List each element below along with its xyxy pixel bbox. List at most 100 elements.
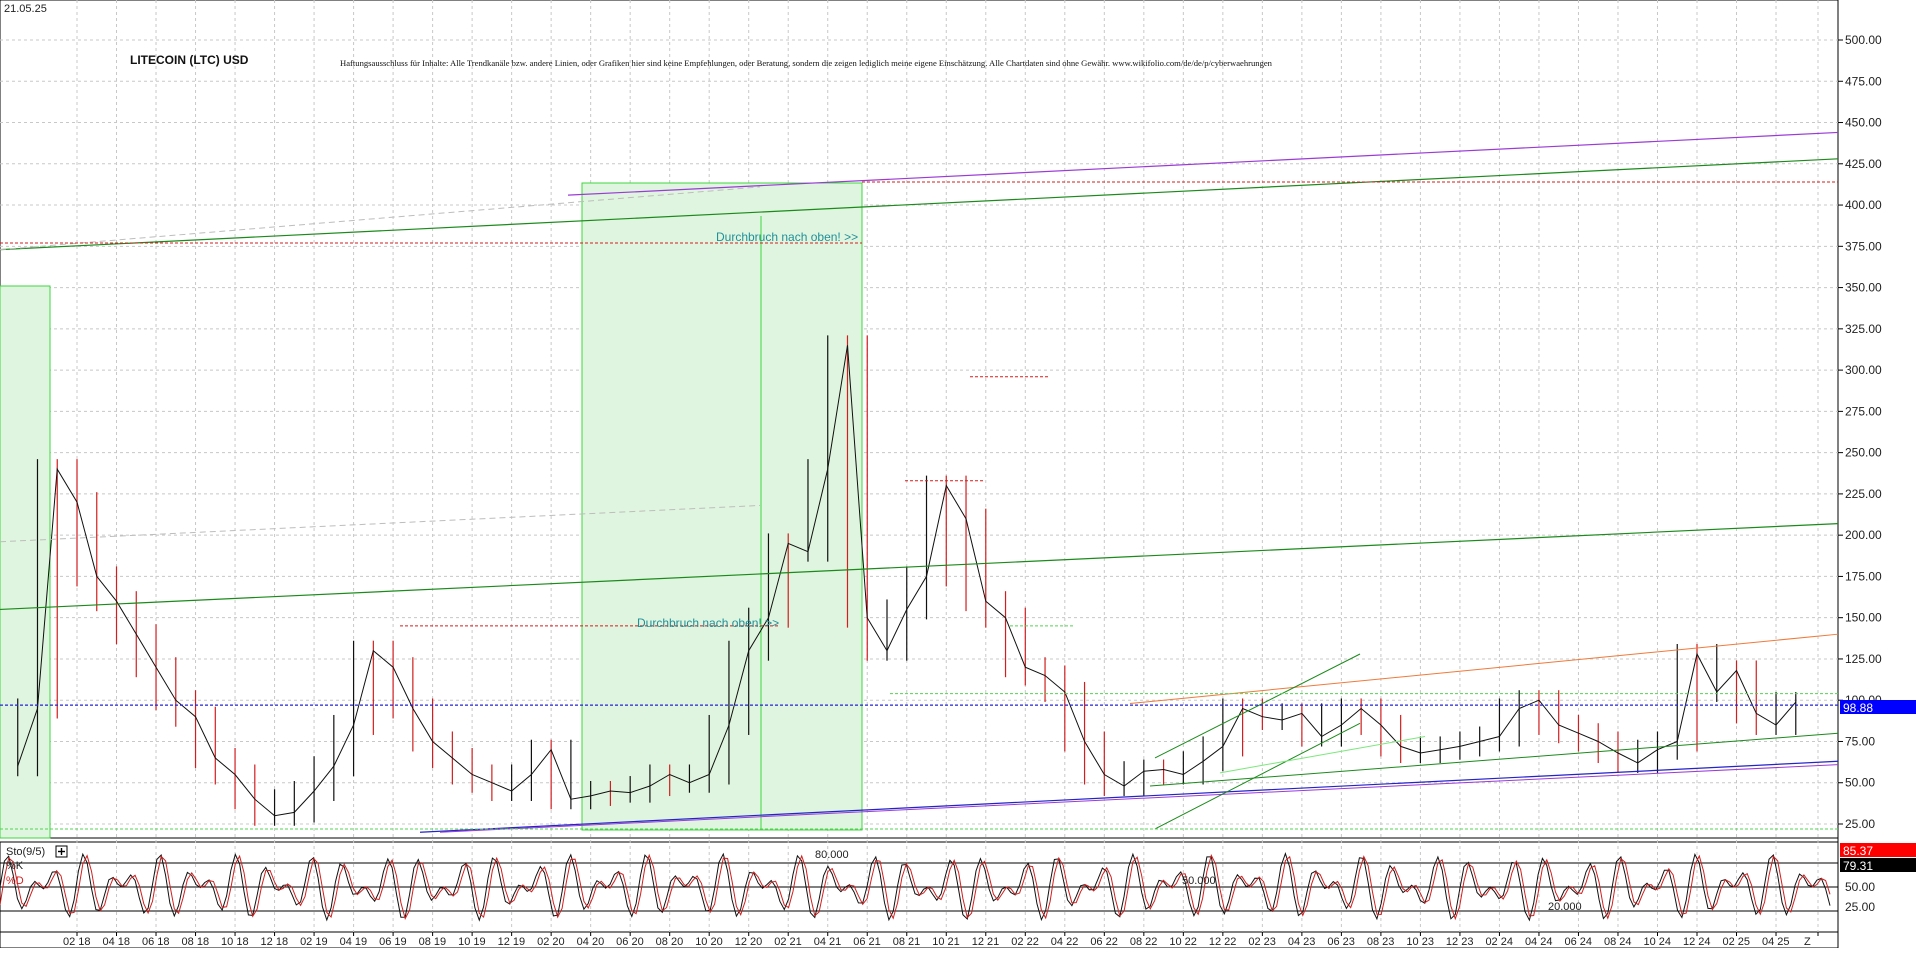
oscillator-title: Sto(9/5) xyxy=(6,846,45,858)
osc-tick-label: 50.00 xyxy=(1845,880,1875,894)
x-tick-label: 06 18 xyxy=(142,936,170,948)
y-tick-label: 375.00 xyxy=(1845,239,1882,253)
y-tick-label: 300.00 xyxy=(1845,363,1882,377)
x-tick-label: 02 19 xyxy=(300,936,328,948)
x-tick-label: 12 22 xyxy=(1209,936,1237,948)
x-tick-label: 06 19 xyxy=(379,936,407,948)
price-line xyxy=(17,345,1797,817)
x-tick-label: 12 23 xyxy=(1446,936,1474,948)
trend-green-middle xyxy=(0,523,1839,611)
x-tick-label: 10 19 xyxy=(458,936,486,948)
channel-up-lower xyxy=(1154,722,1361,830)
y-tick-label: 50.00 xyxy=(1845,776,1875,790)
x-tick-label: 08 21 xyxy=(893,936,921,948)
x-tick-label: 02 25 xyxy=(1723,936,1751,948)
y-tick-label: 425.00 xyxy=(1845,157,1882,171)
x-tick-label: 04 22 xyxy=(1051,936,1079,948)
x-tick-label: 08 18 xyxy=(182,936,210,948)
trend-blue-lower xyxy=(419,760,1839,833)
x-tick-label: 02 23 xyxy=(1248,936,1276,948)
stoch-d-line xyxy=(0,853,1831,921)
x-tick-label: 04 23 xyxy=(1288,936,1316,948)
x-tick-label: Z xyxy=(1804,936,1811,948)
x-tick-label: 10 20 xyxy=(695,936,723,948)
y-tick-label: 225.00 xyxy=(1845,487,1882,501)
trend-purple-upper xyxy=(567,131,1839,196)
x-tick-label: 12 21 xyxy=(972,936,1000,948)
highlight-box-2020 xyxy=(581,182,863,831)
x-tick-label: 10 21 xyxy=(932,936,960,948)
plus-box-icon[interactable] xyxy=(55,845,68,858)
y-tick-label: 450.00 xyxy=(1845,116,1882,130)
x-tick-label: 08 19 xyxy=(419,936,447,948)
k-value-badge xyxy=(1840,843,1916,857)
trend-grey-upper xyxy=(0,186,761,251)
x-tick-label: 10 18 xyxy=(221,936,249,948)
d-value-badge xyxy=(1840,858,1916,872)
x-tick-label: 12 20 xyxy=(735,936,763,948)
x-tick-label: 02 22 xyxy=(1011,936,1039,948)
trend-green-upper xyxy=(0,158,1839,251)
x-tick-label: 08 23 xyxy=(1367,936,1395,948)
y-tick-label: 200.00 xyxy=(1845,528,1882,542)
trend-purple-lower xyxy=(439,764,1839,833)
x-tick-label: 02 18 xyxy=(63,936,91,948)
y-tick-label: 400.00 xyxy=(1845,198,1882,212)
osc-level-50: 50.000 xyxy=(1182,875,1216,887)
y-tick-label: 475.00 xyxy=(1845,74,1882,88)
y-tick-label: 75.00 xyxy=(1845,734,1875,748)
trend-green-support xyxy=(1149,732,1839,787)
x-tick-label: 08 20 xyxy=(656,936,684,948)
x-tick-label: 10 23 xyxy=(1406,936,1434,948)
date-stamp: 21.05.25 xyxy=(4,3,47,15)
x-tick-label: 04 20 xyxy=(577,936,605,948)
stoch-k-line xyxy=(0,852,1831,922)
x-tick-label: 04 19 xyxy=(340,936,368,948)
x-tick-label: 04 25 xyxy=(1762,936,1790,948)
osc-level-80: 80.000 xyxy=(815,849,849,861)
overlays xyxy=(0,182,863,839)
annotation-breakout-mid: Durchbruch nach oben! >> xyxy=(637,616,779,630)
x-tick-label: 10 22 xyxy=(1169,936,1197,948)
axes: 500.00 475.00 450.00 425.00 400.00 375.00 350.… xyxy=(63,33,1882,948)
x-tick-label: 08 22 xyxy=(1130,936,1158,948)
chart-title: LITECOIN (LTC) USD xyxy=(130,53,249,67)
x-tick-label: 06 24 xyxy=(1564,936,1592,948)
k-value-label: 85.37 xyxy=(1843,844,1873,858)
y-tick-label: 275.00 xyxy=(1845,404,1882,418)
x-tick-label: 06 23 xyxy=(1327,936,1355,948)
oscillator-panel: 50.00 25.00 xyxy=(0,852,1875,922)
trend-grey-middle xyxy=(0,504,761,543)
x-tick-label: 06 22 xyxy=(1090,936,1118,948)
y-tick-label: 350.00 xyxy=(1845,281,1882,295)
x-tick-label: 02 21 xyxy=(774,936,802,948)
trend-orange xyxy=(1129,633,1839,705)
x-tick-label: 04 24 xyxy=(1525,936,1553,948)
x-tick-label: 10 24 xyxy=(1643,936,1671,948)
d-value-label: 79.31 xyxy=(1843,859,1873,873)
current-price-label: 98.88 xyxy=(1843,701,1873,715)
x-tick-label: 12 19 xyxy=(498,936,526,948)
osc-level-20: 20.000 xyxy=(1548,901,1582,913)
channel-up-upper xyxy=(1154,653,1361,759)
osc-tick-label: 25.00 xyxy=(1845,900,1875,914)
support-light xyxy=(1219,736,1426,774)
y-tick-label: 125.00 xyxy=(1845,652,1882,666)
x-tick-label: 02 24 xyxy=(1485,936,1513,948)
y-tick-label: 250.00 xyxy=(1845,446,1882,460)
price-series xyxy=(17,335,1797,826)
trend-lines xyxy=(0,131,1839,833)
y-tick-label: 175.00 xyxy=(1845,569,1882,583)
x-tick-label: 12 18 xyxy=(261,936,289,948)
x-tick-label: 06 21 xyxy=(853,936,881,948)
x-tick-label: 04 21 xyxy=(814,936,842,948)
annotation-breakout-top: Durchbruch nach oben! >> xyxy=(716,230,858,244)
y-tick-label: 25.00 xyxy=(1845,817,1875,831)
disclaimer-text: Haftungsausschluss für Inhalte: Alle Tre… xyxy=(340,58,1273,68)
x-tick-label: 12 24 xyxy=(1683,936,1711,948)
legend-k: %K xyxy=(6,860,24,872)
x-tick-label: 06 20 xyxy=(616,936,644,948)
